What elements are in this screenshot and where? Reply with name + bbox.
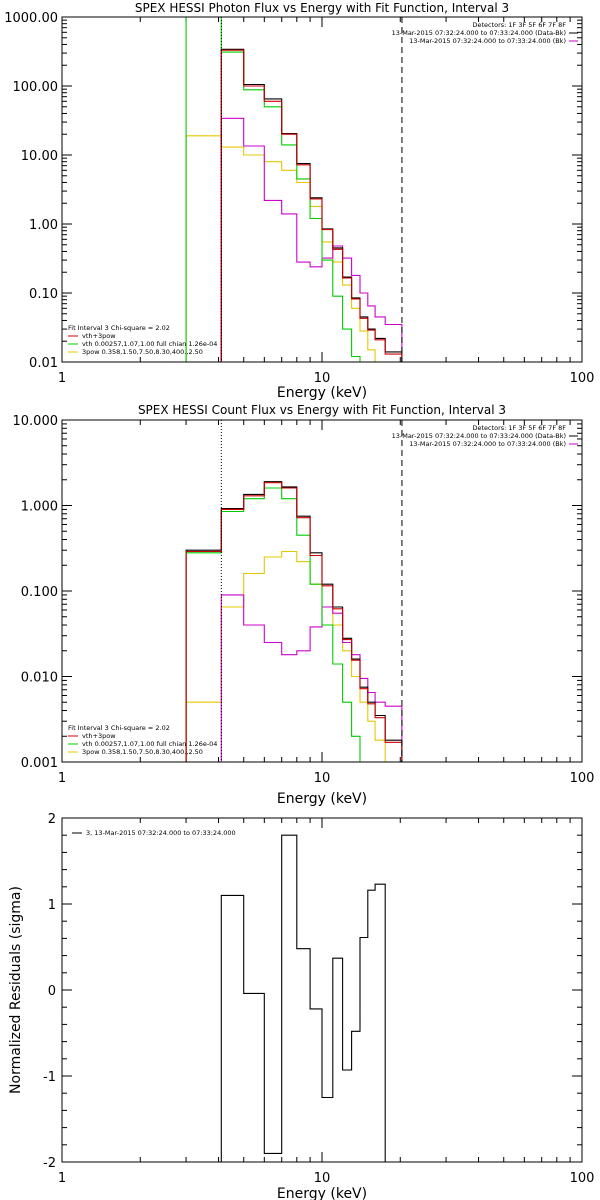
y-tick-label: 0.001 [21, 756, 58, 771]
chart-panel-1: SPEX HESSI Photon Flux vs Energy with Fi… [4, 1, 595, 401]
legend-text: 3pow 0.358,1.50,7.50,8.30,400.,2.50 [82, 348, 203, 356]
series-line-3pow [185, 550, 403, 762]
series-line-vth [185, 487, 361, 762]
legend-text: 3pow 0.358,1.50,7.50,8.30,400.,2.50 [82, 748, 203, 756]
x-tick-label: 1 [58, 371, 66, 386]
x-tick-label: 1 [58, 771, 66, 786]
x-axis-label: Energy (keV) [277, 385, 367, 401]
x-tick-label: 10 [314, 371, 331, 386]
chart-title: SPEX HESSI Photon Flux vs Energy with Fi… [135, 1, 509, 15]
x-tick-label: 10 [314, 771, 331, 786]
legend-text: 13-Mar-2015 07:32:24.000 to 07:33:24.000… [392, 432, 566, 440]
y-tick-label: 1.00 [29, 218, 58, 233]
series-line-vth [185, 17, 361, 362]
series-line-bk [220, 117, 403, 362]
legend-text: 3, 13-Mar-2015 07:32:24.000 to 07:33:24.… [86, 829, 236, 837]
y-tick-label: 0.010 [21, 671, 58, 686]
legend-text: Detectors: 1F 3F 5F 6F 7F 8F [472, 424, 566, 432]
legend-text: vth 0.00257,1.07,1.00 full chian 1.26e-0… [82, 740, 217, 748]
series-line-3pow [185, 135, 376, 362]
y-tick-label: 1.000 [21, 500, 58, 515]
x-tick-label: 10 [314, 1171, 331, 1186]
y-tick-label: -1 [43, 1070, 56, 1085]
x-tick-label: 100 [570, 771, 595, 786]
legend-text: 13-Mar-2015 07:32:24.000 to 07:33:24.000… [392, 29, 566, 37]
x-axis-label: Energy (keV) [277, 791, 367, 807]
y-tick-label: 1000.00 [4, 11, 58, 26]
plot-frame [61, 419, 583, 763]
legend-text: 13-Mar-2015 07:32:24.000 to 07:33:24.000… [409, 37, 566, 45]
y-tick-label: 0.100 [21, 585, 58, 600]
legend-text: Fit Interval 3 Chi-square = 2.02 [68, 324, 170, 332]
legend-text: Detectors: 1F 3F 5F 6F 7F 8F [472, 21, 566, 29]
y-tick-label: 0.10 [29, 287, 58, 302]
chart-title: SPEX HESSI Count Flux vs Energy with Fit… [138, 403, 506, 417]
series-line-data-bk [185, 481, 403, 762]
y-tick-label: 0 [48, 984, 56, 999]
legend-text: vth 0.00257,1.07,1.00 full chian 1.26e-0… [82, 340, 217, 348]
y-tick-label: 10.00 [21, 149, 58, 164]
y-axis-label: Normalized Residuals (sigma) [8, 886, 24, 1094]
y-tick-label: -2 [43, 1156, 56, 1171]
plot-frame [61, 817, 583, 1163]
legend-text: vth+3pow [82, 732, 116, 740]
legend-text: 13-Mar-2015 07:32:24.000 to 07:33:24.000… [409, 440, 566, 448]
x-tick-label: 100 [570, 371, 595, 386]
y-tick-label: 10.000 [13, 414, 59, 429]
chart-panel-2: SPEX HESSI Count Flux vs Energy with Fit… [13, 403, 595, 807]
chart-panel-3: 1 10 100 Energy (keV) -2 -1 0 1 2 Normalized Resi… [8, 812, 594, 1200]
legend-text: vth+3pow [82, 332, 116, 340]
series-line-vth-3pow [220, 49, 403, 362]
x-tick-label: 100 [570, 1171, 595, 1186]
legend-text: Fit Interval 3 Chi-square = 2.02 [68, 724, 170, 732]
y-tick-label: 2 [48, 812, 56, 827]
y-tick-label: 0.01 [29, 356, 58, 371]
x-tick-label: 1 [58, 1171, 66, 1186]
x-axis-label: Energy (keV) [277, 1186, 367, 1200]
series-line-vth-3pow [185, 482, 403, 762]
y-tick-label: 100.00 [13, 80, 59, 95]
series-line-bk [220, 594, 403, 762]
y-tick-label: 1 [48, 898, 56, 913]
plot-frame [61, 16, 583, 363]
series-line [220, 834, 386, 1162]
